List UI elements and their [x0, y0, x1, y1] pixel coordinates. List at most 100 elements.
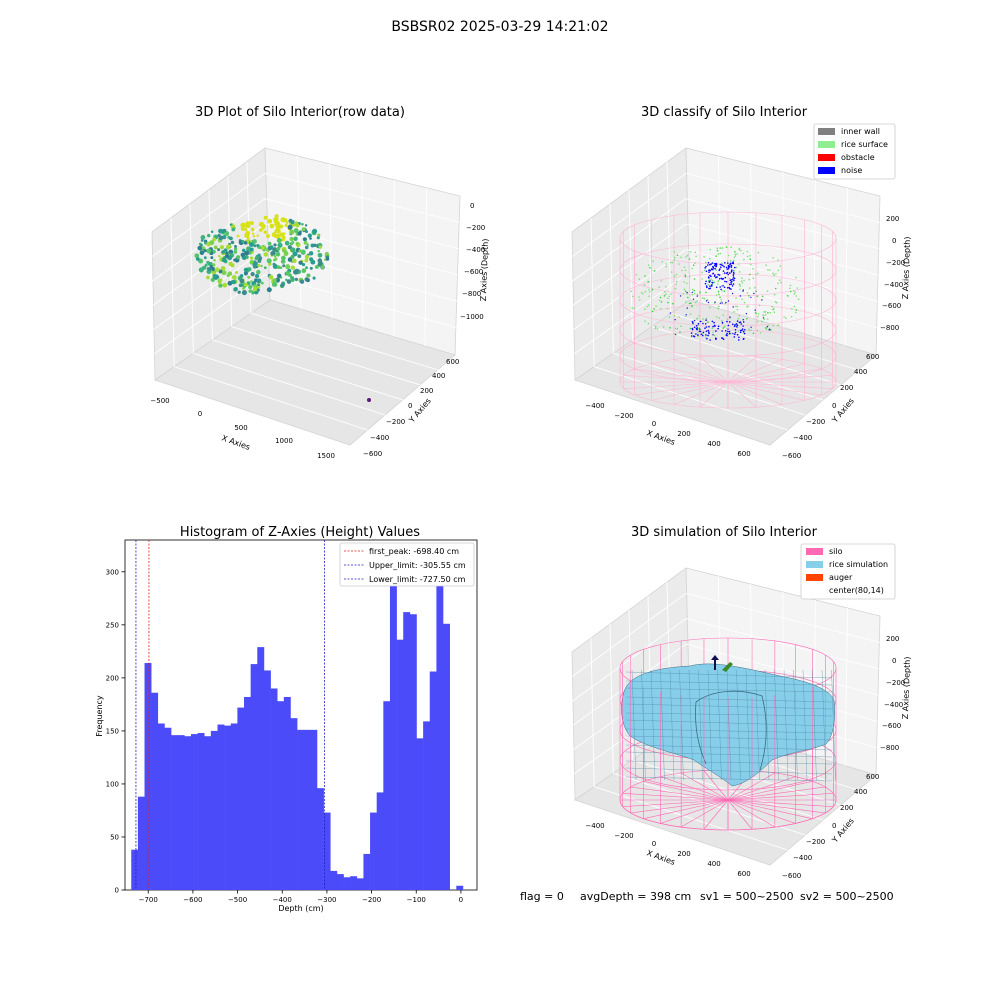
histogram-bar [376, 792, 384, 890]
rice-surface-point [691, 288, 694, 291]
histogram-bar [290, 718, 298, 890]
rice-surface-point [667, 301, 669, 304]
raw-point [274, 214, 279, 219]
rice-surface-point [639, 299, 641, 301]
sim-auger-arrow-icon [711, 655, 719, 660]
raw-point [253, 244, 257, 248]
rice-surface-point [697, 324, 699, 327]
rice-surface-point [720, 298, 722, 301]
raw-point [290, 247, 296, 253]
noise-point [718, 278, 721, 280]
raw-point [263, 252, 268, 257]
noise-point [708, 269, 710, 272]
rice-surface-point [787, 295, 790, 297]
noise-point [726, 332, 728, 335]
rice-surface-point [796, 287, 799, 289]
sim-floor-spoke [630, 786, 729, 801]
histogram-bar [323, 812, 331, 890]
histogram-bar [429, 671, 437, 890]
noise-point [741, 329, 743, 332]
rice-surface-point [717, 283, 719, 285]
raw-point [224, 253, 230, 259]
raw-point [257, 263, 261, 267]
rice-surface-point [659, 308, 662, 310]
noise-point [734, 266, 736, 269]
rice-surface-point [746, 255, 749, 258]
raw-point [272, 281, 278, 287]
rice-surface-point [738, 248, 741, 251]
raw-xtick-1: 0 [198, 410, 202, 418]
classify-floor-spoke [673, 381, 729, 405]
raw-point [318, 245, 323, 249]
histogram-bar [330, 870, 338, 890]
classify-xtick-2: 0 [652, 420, 656, 428]
noise-point [728, 332, 731, 335]
rice-surface-point [690, 306, 693, 308]
histogram-x-tick-label: 0 [459, 896, 463, 904]
noise-point [728, 330, 731, 333]
histogram-bar [217, 724, 225, 890]
histogram-bar [297, 729, 305, 890]
sim-floor-spoke [622, 799, 729, 807]
raw-point [233, 250, 238, 254]
grid-line [424, 187, 428, 346]
raw-point [302, 237, 308, 242]
rice-surface-point [647, 322, 650, 325]
noise-point [704, 282, 707, 285]
rice-surface-point [795, 311, 797, 314]
raw-point [204, 263, 208, 267]
rice-surface-point [733, 269, 735, 272]
noise-point [732, 332, 734, 335]
noise-point [731, 278, 733, 281]
raw-point [215, 267, 220, 272]
raw-point [306, 273, 311, 278]
raw-point [260, 245, 265, 251]
raw-ytick-1: −400 [370, 434, 389, 442]
raw-point [253, 260, 257, 264]
noise-point [732, 306, 734, 308]
rice-surface-point [673, 332, 675, 335]
raw-point [252, 286, 258, 292]
raw-point [197, 245, 202, 251]
noise-point [705, 319, 707, 321]
raw-ztick-2: −400 [466, 246, 485, 254]
raw-point [285, 221, 289, 224]
histogram-x-tick-label: −700 [139, 896, 158, 904]
noise-point [708, 325, 710, 328]
grid-line [571, 592, 687, 678]
classify-ztick-1: 0 [892, 237, 896, 245]
noise-point [735, 323, 738, 325]
raw-point [248, 284, 253, 290]
noise-point [732, 283, 735, 285]
raw-point [203, 249, 207, 253]
raw-point [235, 270, 238, 274]
noise-point [674, 319, 676, 321]
noise-point [710, 263, 712, 265]
raw-point [249, 259, 254, 265]
raw-point [222, 235, 227, 240]
histogram-bar [144, 663, 152, 890]
histogram-bar [389, 585, 397, 890]
rice-surface-point [722, 314, 724, 316]
rice-surface-point [688, 302, 691, 305]
noise-point [733, 277, 736, 280]
noise-point [744, 329, 746, 331]
raw-point [273, 254, 277, 258]
raw-point [300, 249, 306, 255]
rice-surface-point [769, 269, 771, 271]
raw-ztick-1: −200 [466, 224, 485, 232]
grid-line [685, 643, 881, 696]
rice-surface-point [716, 247, 718, 249]
raw-point [271, 232, 277, 238]
raw-point [263, 215, 268, 220]
rice-surface-point [726, 260, 729, 262]
noise-point [709, 287, 711, 290]
raw-point [293, 228, 299, 233]
raw-point [199, 250, 205, 256]
noise-point [697, 334, 699, 336]
classify-ztick-0: 200 [886, 215, 899, 223]
rice-surface-point [644, 320, 646, 323]
rice-surface-point [673, 314, 676, 317]
classify-floor-spoke [727, 368, 822, 383]
grid-line [647, 175, 653, 327]
